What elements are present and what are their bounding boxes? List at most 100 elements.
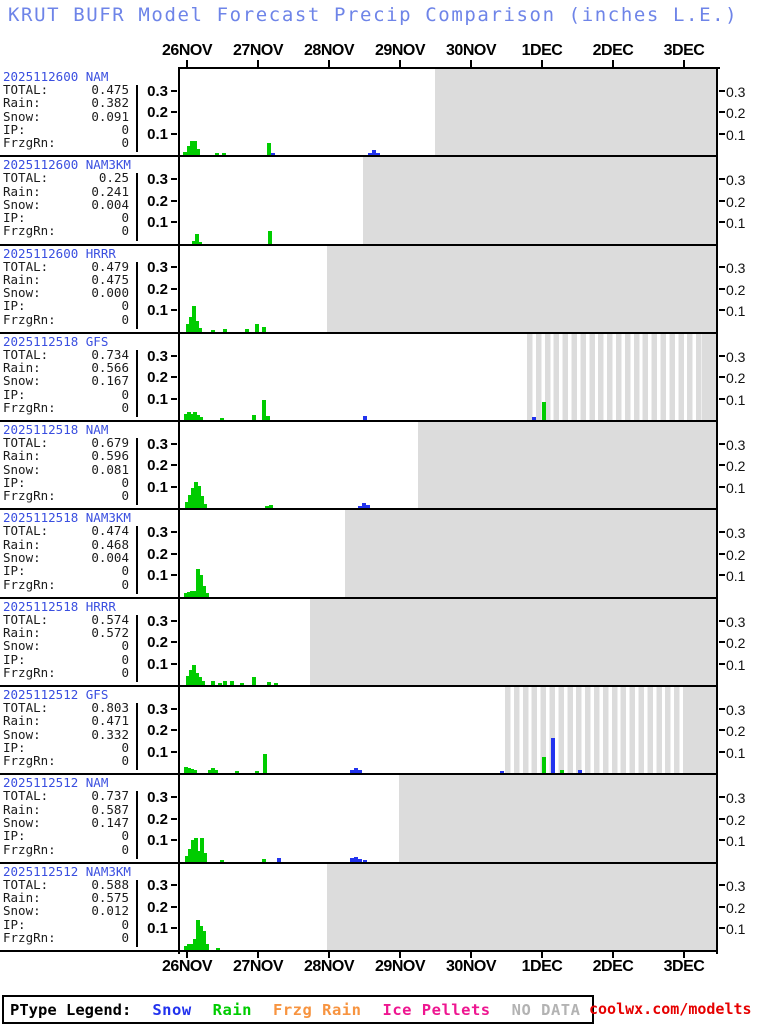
precip-plot xyxy=(178,333,718,422)
panel-stats: 2025112600 NAM3KM TOTAL: 0.25 Rain: 0.241 Sn… xyxy=(3,158,135,237)
no-data-region xyxy=(527,333,702,421)
snow-bar xyxy=(372,150,376,156)
y-axis-label-right: 0.1 xyxy=(726,656,746,673)
stat-label: IP: xyxy=(3,121,26,137)
stat-value: 0 xyxy=(121,475,129,491)
rain-bar xyxy=(195,673,199,686)
y-tick-right xyxy=(719,927,725,930)
panel-stats: 2025112518 NAM3KM TOTAL: 0.474 Rain: 0.468 S… xyxy=(3,511,135,590)
y-axis-label-left: 0.1 xyxy=(147,743,168,761)
rain-bar xyxy=(198,327,202,332)
rain-bar xyxy=(200,496,204,509)
panel-separator xyxy=(0,155,718,158)
stat-row: FrzgRn: 0 xyxy=(3,931,129,945)
panel-stats: 2025112512 NAM3KM TOTAL: 0.588 Rain: 0.575 S… xyxy=(3,865,135,944)
y-tick-right xyxy=(719,266,725,269)
stat-value: 0.25 xyxy=(98,170,129,186)
panel-separator xyxy=(0,596,718,599)
stat-value: 0.091 xyxy=(91,108,129,124)
rain-bar xyxy=(220,859,224,862)
panel-stats: 2025112518 NAM TOTAL: 0.679 Rain: 0.596 Snow… xyxy=(3,423,135,502)
panel-separator xyxy=(0,773,718,776)
stat-row: IP: 0 xyxy=(3,564,129,578)
y-tick-right xyxy=(719,574,725,577)
stats-bracket xyxy=(136,438,138,506)
rain-bar xyxy=(191,839,195,862)
y-tick-left xyxy=(171,552,177,555)
precip-plot xyxy=(178,598,718,687)
stat-row: Rain: 0.468 xyxy=(3,537,129,551)
no-data-region xyxy=(327,863,718,950)
stat-value: 0 xyxy=(121,753,129,769)
y-axis-label-left: 0.3 xyxy=(147,435,168,453)
run-header: 2025112512 GFS xyxy=(3,687,109,703)
y-tick-left xyxy=(171,927,177,930)
y-axis-label-right: 0.2 xyxy=(726,546,746,563)
stat-label: FrzgRn: xyxy=(3,311,56,327)
rain-bar xyxy=(240,683,244,686)
y-tick-left xyxy=(171,884,177,887)
y-tick-right xyxy=(719,662,725,665)
y-tick-left xyxy=(171,817,177,820)
stat-label: IP: xyxy=(3,386,26,402)
y-axis-label-right: 0.2 xyxy=(726,811,746,828)
precip-plot xyxy=(178,422,718,510)
stat-value: 0.803 xyxy=(91,700,129,716)
rain-bar xyxy=(187,768,191,774)
stat-row: IP: 0 xyxy=(3,741,129,755)
model-panel: 2025112512 GFS TOTAL: 0.803 Rain: 0.471 Snow… xyxy=(0,687,768,776)
y-axis-label-left: 0.3 xyxy=(147,612,168,630)
rain-bar xyxy=(195,233,199,244)
run-header: 2025112600 NAM xyxy=(3,69,109,84)
stat-row: TOTAL: 0.474 xyxy=(3,523,129,539)
rain-bar xyxy=(183,152,187,156)
stat-value: 0.474 xyxy=(91,523,129,539)
rain-bar xyxy=(262,400,266,421)
stats-bracket xyxy=(136,703,138,771)
y-tick-left xyxy=(171,464,177,467)
y-tick-right xyxy=(719,552,725,555)
stat-value: 0.471 xyxy=(91,713,129,729)
stat-row: IP: 0 xyxy=(3,829,129,843)
stat-value: 0 xyxy=(121,386,129,402)
y-tick-right xyxy=(719,199,725,202)
y-tick-right xyxy=(719,817,725,820)
rain-bar xyxy=(184,414,188,421)
stat-value: 0.575 xyxy=(91,889,129,905)
stat-value: 0.574 xyxy=(91,611,129,627)
y-axis-label-left: 0.3 xyxy=(147,259,168,277)
stat-label: Snow: xyxy=(3,373,41,389)
date-label: 28NOV xyxy=(304,42,354,59)
rain-bar xyxy=(199,417,203,421)
page-title: KRUT BUFR Model Forecast Precip Comparis… xyxy=(8,4,739,26)
stat-value: 0.241 xyxy=(91,183,129,199)
rain-bar xyxy=(560,770,564,774)
rain-bar xyxy=(184,767,188,774)
stat-row: Rain: 0.382 xyxy=(3,96,129,110)
y-tick-right xyxy=(719,729,725,732)
date-tick xyxy=(470,950,472,958)
stat-label: Rain: xyxy=(3,183,41,199)
rain-bar xyxy=(266,416,270,421)
stat-label: FrzgRn: xyxy=(3,135,56,151)
y-axis-label-right: 0.2 xyxy=(726,281,746,298)
y-axis-label-left: 0.2 xyxy=(147,457,168,475)
stat-value: 0 xyxy=(121,223,129,239)
stat-row: Rain: 0.575 xyxy=(3,889,129,905)
y-tick-right xyxy=(719,287,725,290)
y-axis-label-right: 0.2 xyxy=(726,899,746,916)
rain-bar xyxy=(190,590,194,597)
y-tick-right xyxy=(719,884,725,887)
stat-row: Rain: 0.572 xyxy=(3,626,129,640)
rain-bar xyxy=(202,930,206,950)
rain-bar xyxy=(190,414,194,421)
y-tick-right xyxy=(719,707,725,710)
y-tick-right xyxy=(719,221,725,224)
panel-separator xyxy=(0,508,718,511)
rain-bar xyxy=(196,149,200,156)
no-data-region xyxy=(310,598,718,686)
y-axis-label-left: 0.2 xyxy=(147,722,168,740)
panel-stats: 2025112512 NAM TOTAL: 0.737 Rain: 0.587 Snow… xyxy=(3,776,135,855)
rain-bar xyxy=(199,574,203,597)
y-axis-label-right: 0.2 xyxy=(726,723,746,740)
